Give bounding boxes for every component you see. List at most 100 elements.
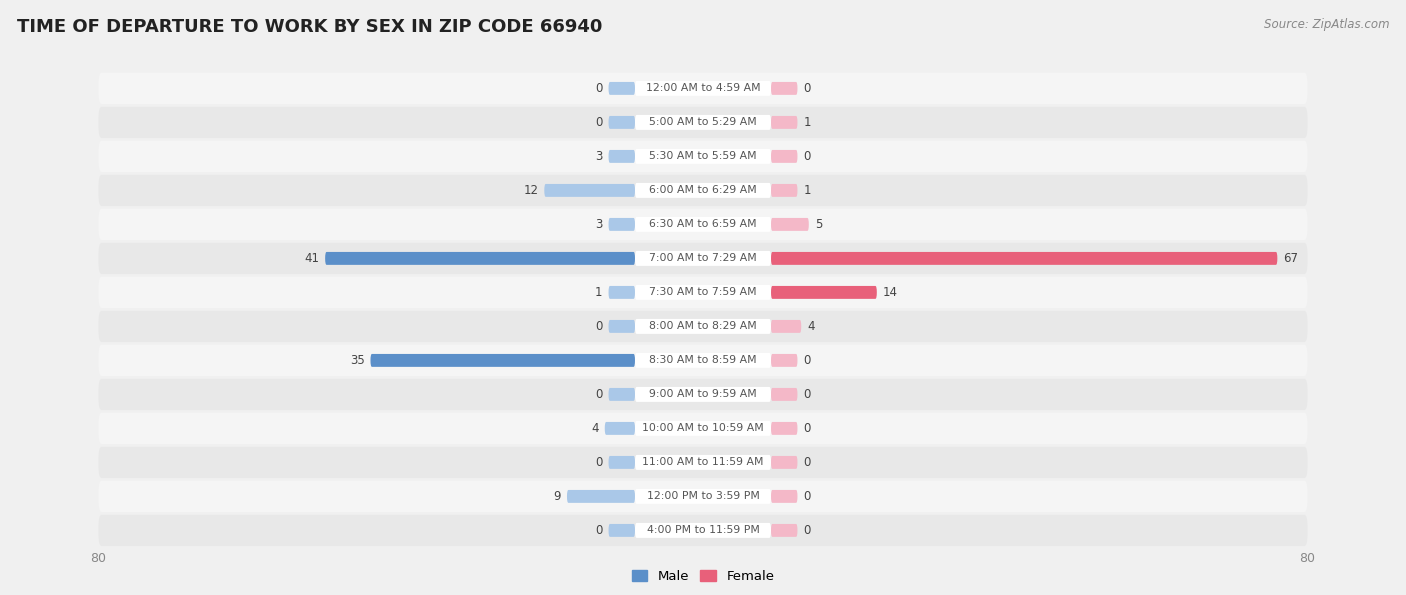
Text: 67: 67: [1284, 252, 1298, 265]
FancyBboxPatch shape: [544, 184, 636, 197]
FancyBboxPatch shape: [636, 353, 770, 368]
Text: 0: 0: [803, 524, 811, 537]
Text: 35: 35: [350, 354, 364, 367]
Text: 5: 5: [815, 218, 823, 231]
Text: 4: 4: [591, 422, 599, 435]
FancyBboxPatch shape: [770, 388, 797, 401]
FancyBboxPatch shape: [98, 481, 1308, 512]
Text: 0: 0: [803, 388, 811, 401]
Text: 0: 0: [803, 456, 811, 469]
FancyBboxPatch shape: [770, 354, 797, 367]
Text: 4: 4: [807, 320, 815, 333]
Text: 0: 0: [803, 354, 811, 367]
Text: 6:00 AM to 6:29 AM: 6:00 AM to 6:29 AM: [650, 186, 756, 195]
FancyBboxPatch shape: [98, 107, 1308, 138]
FancyBboxPatch shape: [770, 116, 797, 129]
Text: 12: 12: [523, 184, 538, 197]
FancyBboxPatch shape: [636, 183, 770, 198]
Text: 1: 1: [595, 286, 603, 299]
FancyBboxPatch shape: [98, 243, 1308, 274]
FancyBboxPatch shape: [98, 209, 1308, 240]
Text: 0: 0: [595, 524, 603, 537]
Text: 41: 41: [304, 252, 319, 265]
FancyBboxPatch shape: [609, 218, 636, 231]
FancyBboxPatch shape: [636, 523, 770, 538]
Text: 0: 0: [803, 422, 811, 435]
FancyBboxPatch shape: [636, 149, 770, 164]
FancyBboxPatch shape: [770, 524, 797, 537]
Text: 14: 14: [883, 286, 898, 299]
FancyBboxPatch shape: [609, 524, 636, 537]
Text: TIME OF DEPARTURE TO WORK BY SEX IN ZIP CODE 66940: TIME OF DEPARTURE TO WORK BY SEX IN ZIP …: [17, 18, 602, 36]
Text: 12:00 PM to 3:59 PM: 12:00 PM to 3:59 PM: [647, 491, 759, 502]
FancyBboxPatch shape: [636, 455, 770, 470]
Text: 1: 1: [803, 184, 811, 197]
Text: 0: 0: [595, 388, 603, 401]
Text: 9: 9: [554, 490, 561, 503]
Text: 0: 0: [595, 320, 603, 333]
FancyBboxPatch shape: [770, 150, 797, 163]
Text: 3: 3: [595, 218, 603, 231]
FancyBboxPatch shape: [636, 319, 770, 334]
Text: 9:00 AM to 9:59 AM: 9:00 AM to 9:59 AM: [650, 389, 756, 399]
FancyBboxPatch shape: [770, 82, 797, 95]
Text: 10:00 AM to 10:59 AM: 10:00 AM to 10:59 AM: [643, 424, 763, 433]
FancyBboxPatch shape: [98, 345, 1308, 376]
Text: 6:30 AM to 6:59 AM: 6:30 AM to 6:59 AM: [650, 220, 756, 230]
FancyBboxPatch shape: [636, 217, 770, 232]
FancyBboxPatch shape: [770, 320, 801, 333]
Text: Source: ZipAtlas.com: Source: ZipAtlas.com: [1264, 18, 1389, 31]
Text: 5:00 AM to 5:29 AM: 5:00 AM to 5:29 AM: [650, 117, 756, 127]
FancyBboxPatch shape: [609, 116, 636, 129]
Text: 8:30 AM to 8:59 AM: 8:30 AM to 8:59 AM: [650, 355, 756, 365]
FancyBboxPatch shape: [609, 82, 636, 95]
Text: 4:00 PM to 11:59 PM: 4:00 PM to 11:59 PM: [647, 525, 759, 536]
FancyBboxPatch shape: [770, 286, 877, 299]
FancyBboxPatch shape: [371, 354, 636, 367]
FancyBboxPatch shape: [609, 286, 636, 299]
Text: 7:30 AM to 7:59 AM: 7:30 AM to 7:59 AM: [650, 287, 756, 298]
FancyBboxPatch shape: [770, 218, 808, 231]
Text: 0: 0: [803, 150, 811, 163]
Text: 0: 0: [803, 490, 811, 503]
FancyBboxPatch shape: [609, 388, 636, 401]
FancyBboxPatch shape: [636, 489, 770, 504]
FancyBboxPatch shape: [770, 184, 797, 197]
Text: 8:00 AM to 8:29 AM: 8:00 AM to 8:29 AM: [650, 321, 756, 331]
Text: 5:30 AM to 5:59 AM: 5:30 AM to 5:59 AM: [650, 151, 756, 161]
FancyBboxPatch shape: [567, 490, 636, 503]
FancyBboxPatch shape: [325, 252, 636, 265]
FancyBboxPatch shape: [98, 141, 1308, 172]
FancyBboxPatch shape: [98, 447, 1308, 478]
FancyBboxPatch shape: [636, 421, 770, 436]
FancyBboxPatch shape: [609, 320, 636, 333]
FancyBboxPatch shape: [609, 150, 636, 163]
Text: 0: 0: [595, 82, 603, 95]
Text: 11:00 AM to 11:59 AM: 11:00 AM to 11:59 AM: [643, 458, 763, 468]
Text: 7:00 AM to 7:29 AM: 7:00 AM to 7:29 AM: [650, 253, 756, 264]
FancyBboxPatch shape: [98, 175, 1308, 206]
FancyBboxPatch shape: [98, 515, 1308, 546]
FancyBboxPatch shape: [636, 115, 770, 130]
Legend: Male, Female: Male, Female: [626, 565, 780, 588]
FancyBboxPatch shape: [770, 252, 1278, 265]
FancyBboxPatch shape: [770, 456, 797, 469]
FancyBboxPatch shape: [98, 277, 1308, 308]
Text: 0: 0: [595, 456, 603, 469]
FancyBboxPatch shape: [98, 73, 1308, 104]
FancyBboxPatch shape: [98, 311, 1308, 342]
Text: 0: 0: [595, 116, 603, 129]
Text: 0: 0: [803, 82, 811, 95]
FancyBboxPatch shape: [98, 379, 1308, 410]
FancyBboxPatch shape: [770, 490, 797, 503]
Text: 12:00 AM to 4:59 AM: 12:00 AM to 4:59 AM: [645, 83, 761, 93]
Text: 3: 3: [595, 150, 603, 163]
Text: 1: 1: [803, 116, 811, 129]
FancyBboxPatch shape: [770, 422, 797, 435]
FancyBboxPatch shape: [98, 413, 1308, 444]
FancyBboxPatch shape: [636, 251, 770, 266]
FancyBboxPatch shape: [605, 422, 636, 435]
FancyBboxPatch shape: [636, 81, 770, 96]
FancyBboxPatch shape: [636, 285, 770, 300]
FancyBboxPatch shape: [636, 387, 770, 402]
